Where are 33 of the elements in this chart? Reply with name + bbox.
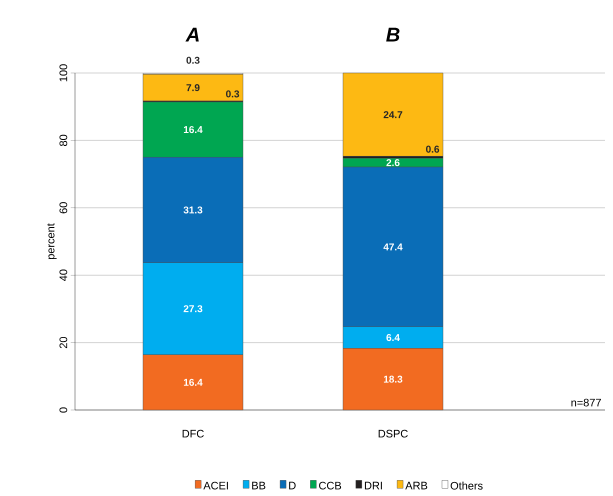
bar — [342, 72, 444, 156]
data-label: 0.3 — [186, 56, 200, 64]
y-tick-label: 80 — [59, 134, 68, 146]
x-tick-label: DSPC — [378, 430, 408, 438]
text: A — [185, 28, 199, 42]
annotation: n=877 — [571, 398, 601, 406]
x-tick-label: DFC — [182, 430, 204, 438]
y-axis-title: percent — [47, 223, 57, 260]
data-label: 27.3 — [184, 305, 202, 312]
data-label: 2.6 — [386, 159, 400, 166]
data-label: 0.6 — [426, 146, 440, 153]
data-label: 31.3 — [184, 206, 202, 214]
y-tick-label: 100 — [59, 64, 68, 82]
y-tick-label: 0 — [59, 407, 68, 413]
data-label: 18.3 — [384, 376, 402, 383]
legend-label: BB — [252, 482, 266, 490]
legend-label: ARB — [405, 482, 428, 490]
legend-label: CCB — [319, 482, 342, 490]
y-tick-label: 20 — [59, 336, 68, 348]
legend-label: D — [289, 482, 296, 490]
legend-label: DRI — [364, 482, 382, 490]
text: B — [386, 28, 400, 42]
data-label: 47.4 — [383, 243, 403, 250]
data-label: 6.4 — [386, 334, 400, 342]
data-label: 24.7 — [384, 111, 402, 118]
legend-label: Others — [450, 482, 483, 490]
y-tick-label: 40 — [59, 270, 68, 282]
data-label: 16.4 — [184, 378, 203, 386]
data-label: 0.3 — [226, 90, 240, 98]
legend-label: ACEI — [203, 482, 228, 490]
data-label: 16.4 — [184, 126, 203, 134]
data-label: 7.9 — [186, 84, 200, 92]
y-tick-label: 60 — [59, 202, 68, 214]
